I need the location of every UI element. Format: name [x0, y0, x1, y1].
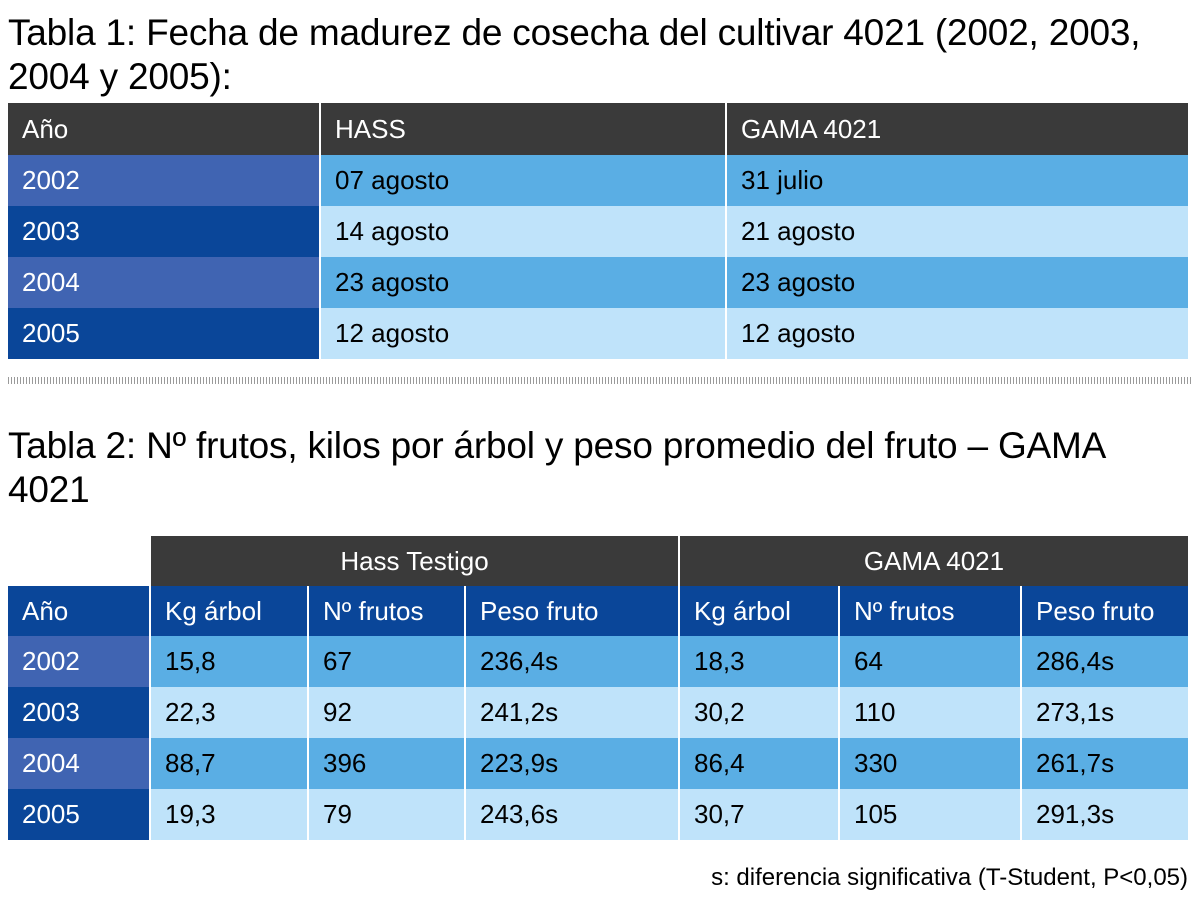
- gama-date-cell: 21 agosto: [726, 206, 1188, 257]
- data-cell: 92: [308, 687, 466, 738]
- data-cell: 88,7: [150, 738, 309, 789]
- data-cell: 30,7: [679, 789, 840, 840]
- data-cell: 396: [308, 738, 466, 789]
- year-cell: 2004: [8, 257, 321, 308]
- year-cell: 2004: [8, 738, 151, 789]
- year-cell: 2005: [8, 308, 321, 359]
- hass-date-cell: 07 agosto: [320, 155, 727, 206]
- column-header-n-frutos: Nº frutos: [839, 586, 1022, 636]
- data-cell: 22,3: [150, 687, 309, 738]
- year-cell: 2003: [8, 206, 321, 257]
- year-cell: 2002: [8, 636, 151, 687]
- gama-date-cell: 23 agosto: [726, 257, 1188, 308]
- table-row: 2002 15,8 67 236,4s 18,3 64 286,4s: [8, 636, 1189, 687]
- data-cell: 241,2s: [465, 687, 680, 738]
- column-header-peso-fruto: Peso fruto: [465, 586, 680, 636]
- data-cell: 273,1s: [1021, 687, 1189, 738]
- data-cell: 223,9s: [465, 738, 680, 789]
- data-cell: 30,2: [679, 687, 840, 738]
- data-cell: 243,6s: [465, 789, 680, 840]
- data-cell: 105: [839, 789, 1022, 840]
- group-header-hass-testigo: Hass Testigo: [150, 536, 680, 586]
- column-header-n-frutos: Nº frutos: [308, 586, 466, 636]
- data-cell: 261,7s: [1021, 738, 1189, 789]
- data-cell: 15,8: [150, 636, 309, 687]
- table1-title: Tabla 1: Fecha de madurez de cosecha del…: [8, 12, 1141, 97]
- column-header-gama: GAMA 4021: [726, 103, 1188, 155]
- data-cell: 286,4s: [1021, 636, 1189, 687]
- data-cell: 86,4: [679, 738, 840, 789]
- column-header-year: Año: [8, 586, 151, 636]
- year-cell: 2005: [8, 789, 151, 840]
- gama-date-cell: 31 julio: [726, 155, 1188, 206]
- data-cell: 110: [839, 687, 1022, 738]
- group-header-spacer: [8, 536, 151, 586]
- data-cell: 79: [308, 789, 466, 840]
- hass-date-cell: 23 agosto: [320, 257, 727, 308]
- hass-date-cell: 14 agosto: [320, 206, 727, 257]
- column-header-kg-arbol: Kg árbol: [679, 586, 840, 636]
- fruit-yield-table: Hass Testigo GAMA 4021 Año Kg árbol Nº f…: [8, 536, 1189, 840]
- footnote: s: diferencia significativa (T-Student, …: [711, 864, 1188, 891]
- column-header-peso-fruto: Peso fruto: [1021, 586, 1189, 636]
- data-cell: 291,3s: [1021, 789, 1189, 840]
- section-divider: [8, 377, 1191, 384]
- table-row: 2005 19,3 79 243,6s 30,7 105 291,3s: [8, 789, 1189, 840]
- gama-date-cell: 12 agosto: [726, 308, 1188, 359]
- data-cell: 64: [839, 636, 1022, 687]
- table-row: 2003 22,3 92 241,2s 30,2 110 273,1s: [8, 687, 1189, 738]
- year-cell: 2003: [8, 687, 151, 738]
- table-header-row: Año HASS GAMA 4021: [8, 103, 1188, 155]
- column-header-hass: HASS: [320, 103, 727, 155]
- group-header-row: Hass Testigo GAMA 4021: [8, 536, 1189, 586]
- table-row: 2002 07 agosto 31 julio: [8, 155, 1188, 206]
- data-cell: 236,4s: [465, 636, 680, 687]
- year-cell: 2002: [8, 155, 321, 206]
- column-header-year: Año: [8, 103, 321, 155]
- table-header-row: Año Kg árbol Nº frutos Peso fruto Kg árb…: [8, 586, 1189, 636]
- data-cell: 330: [839, 738, 1022, 789]
- table2-title: Tabla 2: Nº frutos, kilos por árbol y pe…: [8, 425, 1105, 510]
- data-cell: 18,3: [679, 636, 840, 687]
- column-header-kg-arbol: Kg árbol: [150, 586, 309, 636]
- table-row: 2003 14 agosto 21 agosto: [8, 206, 1188, 257]
- data-cell: 67: [308, 636, 466, 687]
- table-row: 2004 23 agosto 23 agosto: [8, 257, 1188, 308]
- group-header-gama: GAMA 4021: [679, 536, 1189, 586]
- data-cell: 19,3: [150, 789, 309, 840]
- harvest-date-table: Año HASS GAMA 4021 2002 07 agosto 31 jul…: [8, 103, 1188, 359]
- table-row: 2004 88,7 396 223,9s 86,4 330 261,7s: [8, 738, 1189, 789]
- hass-date-cell: 12 agosto: [320, 308, 727, 359]
- table-row: 2005 12 agosto 12 agosto: [8, 308, 1188, 359]
